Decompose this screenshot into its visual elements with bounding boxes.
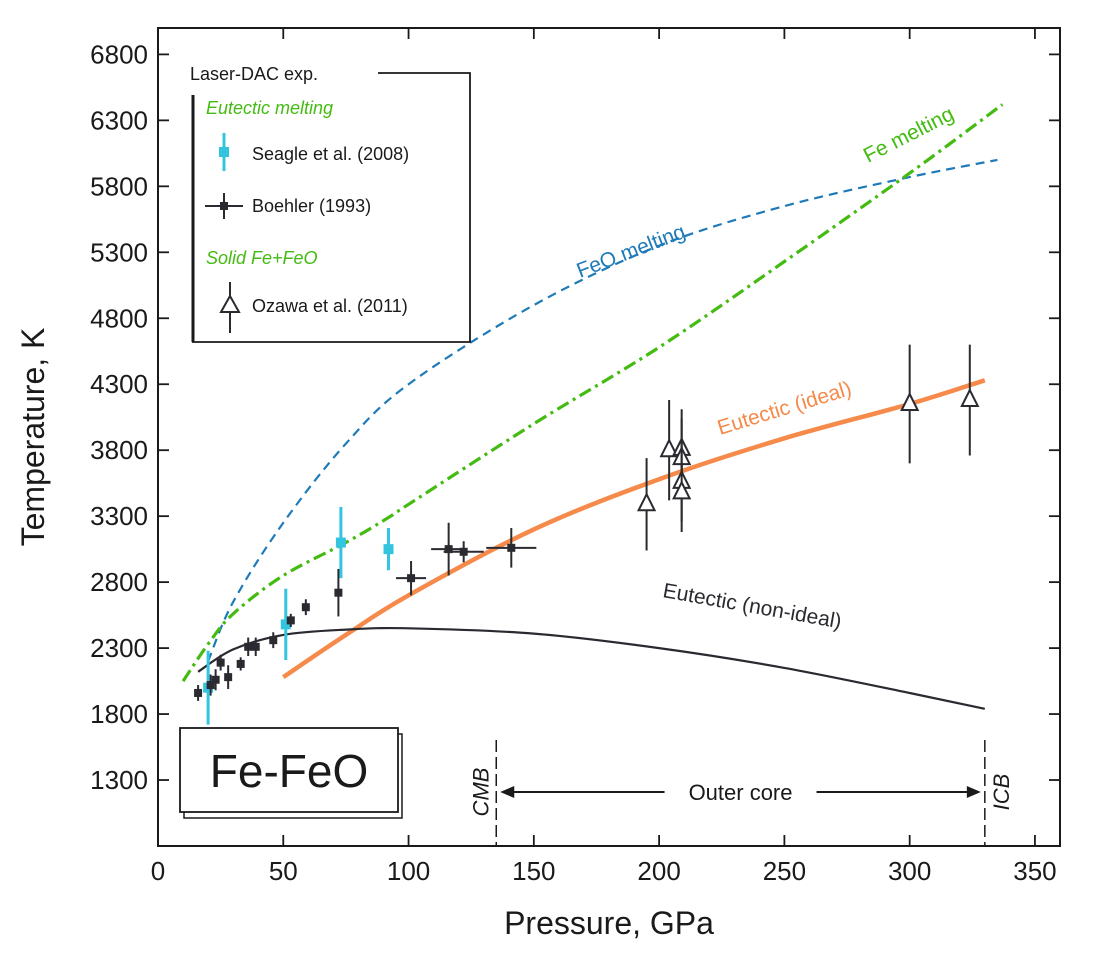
boehler-point-6 — [244, 637, 253, 657]
boehler-marker-0 — [194, 688, 203, 697]
ozawa-point-6 — [900, 344, 920, 464]
seagle-point-2 — [335, 506, 346, 579]
cmb-label: CMB — [468, 768, 493, 817]
boehler-point-15 — [486, 528, 537, 568]
boehler-point-9 — [286, 613, 295, 627]
boehler-marker-12 — [407, 574, 416, 583]
boehler-marker-1 — [206, 681, 215, 690]
boehler-marker-14 — [459, 547, 468, 556]
y-tick-label-4300: 4300 — [90, 369, 148, 399]
legend-group-solid: Solid Fe+FeO — [206, 248, 318, 268]
system-label: Fe-FeO — [210, 745, 368, 797]
core-annotation: CMB ICB Outer core — [468, 740, 1014, 846]
boehler-point-14 — [443, 541, 484, 563]
x-tick-label-150: 150 — [512, 856, 555, 886]
system-label-frame — [179, 727, 399, 813]
boehler-point-5 — [236, 657, 245, 671]
boehler-point-1 — [206, 674, 215, 696]
y-tick-label-2800: 2800 — [90, 567, 148, 597]
y-tick-label-3800: 3800 — [90, 435, 148, 465]
boehler-marker-8 — [269, 636, 278, 645]
boehler-point-10 — [301, 599, 310, 616]
boehler-marker-7 — [251, 642, 260, 651]
boehler-marker-3 — [216, 658, 225, 667]
ozawa-marker-6 — [900, 391, 920, 412]
ozawa-point-5 — [672, 452, 692, 532]
seagle-point-3 — [383, 528, 394, 571]
legend-seagle-marker — [219, 147, 229, 157]
ozawa-marker-1 — [659, 437, 679, 458]
boehler-point-0 — [194, 685, 203, 701]
boehler-point-11 — [334, 568, 343, 617]
legend-group-eutectic: Eutectic melting — [206, 98, 333, 118]
y-tick-label-6300: 6300 — [90, 105, 148, 135]
x-tick-label-350: 350 — [1013, 856, 1056, 886]
boehler-point-12 — [396, 561, 427, 596]
data-points — [194, 344, 980, 725]
seagle-marker-3 — [383, 544, 394, 555]
seagle-marker-2 — [335, 537, 346, 548]
y-tick-label-6800: 6800 — [90, 39, 148, 69]
boehler-marker-5 — [236, 659, 245, 668]
boehler-marker-9 — [286, 616, 295, 625]
boehler-point-2 — [211, 669, 220, 691]
seagle-point-1 — [280, 588, 291, 660]
ozawa-point-7 — [960, 344, 980, 456]
y-tick-label-4800: 4800 — [90, 303, 148, 333]
boehler-marker-10 — [301, 603, 310, 612]
x-tick-label-250: 250 — [763, 856, 806, 886]
outer-core-arrowhead-right — [966, 786, 981, 798]
legend-boehler-label: Boehler (1993) — [252, 196, 371, 216]
y-tick-label-1800: 1800 — [90, 699, 148, 729]
boehler-point-7 — [251, 637, 260, 657]
legend-ozawa-marker — [219, 293, 241, 313]
y-tick-label-5300: 5300 — [90, 237, 148, 267]
ozawa-marker-5 — [672, 480, 692, 500]
icb-label: ICB — [989, 774, 1014, 811]
boehler-point-3 — [216, 654, 225, 671]
boehler-marker-13 — [444, 545, 453, 554]
legend: Laser-DAC exp. Eutectic melting Seagle e… — [190, 64, 471, 343]
axis-ticks: 0 50 100 150 200 250 300 350 1300 1800 2300 2800 330… — [90, 28, 1060, 886]
boehler-marker-11 — [334, 588, 343, 597]
legend-ozawa-label: Ozawa et al. (2011) — [252, 296, 408, 316]
x-tick-label-0: 0 — [151, 856, 165, 886]
y-tick-label-3300: 3300 — [90, 501, 148, 531]
ozawa-point-1 — [659, 400, 679, 501]
y-axis-title: Temperature, K — [15, 328, 51, 547]
x-axis-title: Pressure, GPa — [504, 905, 714, 941]
boehler-marker-6 — [244, 642, 253, 651]
y-tick-label-5800: 5800 — [90, 171, 148, 201]
feo-melting-curve — [207, 158, 998, 662]
boehler-marker-4 — [224, 673, 233, 682]
ozawa-point-0 — [636, 458, 657, 551]
fe-melting-curve — [181, 103, 1004, 682]
x-tick-label-50: 50 — [269, 856, 298, 886]
boehler-marker-15 — [507, 543, 516, 552]
legend-boehler-marker — [220, 202, 228, 210]
seagle-marker-1 — [280, 619, 291, 630]
y-tick-label-1300: 1300 — [90, 765, 148, 795]
boehler-point-4 — [224, 665, 233, 689]
outer-core-label: Outer core — [689, 780, 793, 805]
x-tick-label-300: 300 — [888, 856, 931, 886]
legend-title: Laser-DAC exp. — [190, 64, 318, 84]
ozawa-marker-0 — [636, 492, 657, 512]
y-tick-label-2300: 2300 — [90, 633, 148, 663]
x-tick-label-200: 200 — [637, 856, 680, 886]
boehler-marker-2 — [211, 675, 220, 684]
legend-frame — [192, 72, 471, 343]
system-label-box: Fe-FeO — [179, 727, 403, 819]
legend-seagle-label: Seagle et al. (2008) — [252, 144, 409, 164]
ozawa-marker-7 — [960, 387, 980, 408]
x-tick-label-100: 100 — [387, 856, 430, 886]
outer-core-arrowhead-left — [500, 786, 515, 798]
eutectic-ideal-curve — [282, 378, 986, 679]
boehler-point-8 — [269, 632, 278, 649]
